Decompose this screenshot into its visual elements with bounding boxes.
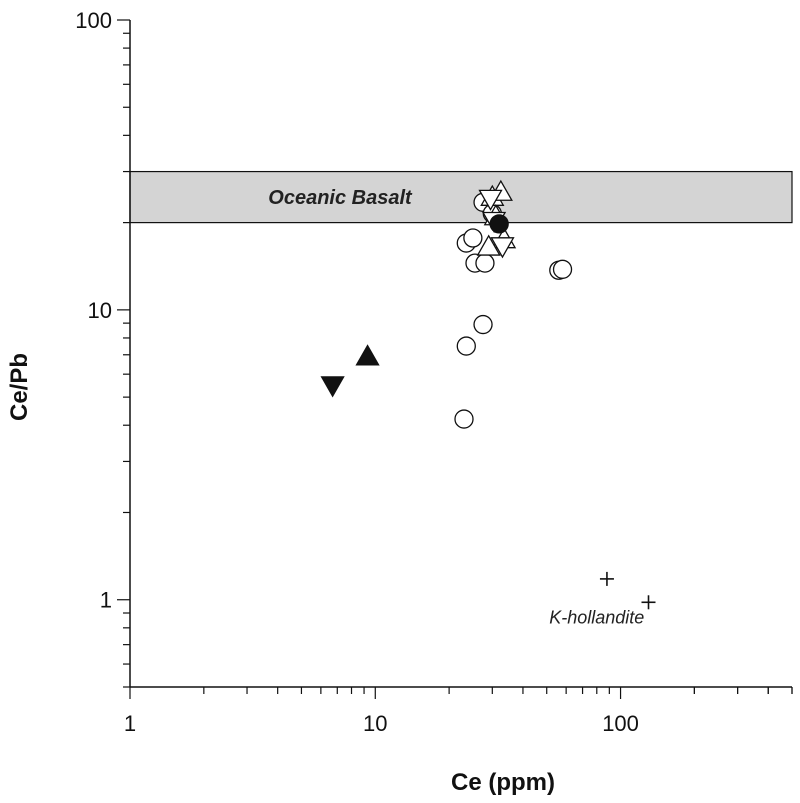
x-tick-label: 1 <box>124 711 136 736</box>
y-axis-title: Ce/Pb <box>6 353 33 421</box>
open-circle-point <box>454 409 474 429</box>
open-triangle-down-point <box>478 189 503 211</box>
tick-label-layer: 1 10 100 1 10 100 <box>75 8 639 736</box>
tick-layer <box>117 19 793 699</box>
open-circle-point <box>463 228 483 248</box>
band-oceanic-basalt <box>129 170 793 224</box>
y-tick-label: 100 <box>75 8 112 33</box>
band-label-layer: Oceanic Basalt <box>268 187 413 209</box>
x-tick-label: 100 <box>602 711 639 736</box>
plus-point <box>641 595 656 610</box>
filled-circle-point <box>489 214 509 234</box>
point-layer <box>320 179 656 610</box>
axes-layer <box>129 20 792 688</box>
y-tick-label: 10 <box>88 298 112 323</box>
y-tick-label: 1 <box>100 588 112 613</box>
open-triangle-up-point <box>476 234 501 256</box>
band-label-oceanic-basalt: Oceanic Basalt <box>268 187 413 209</box>
open-circle-point <box>456 336 476 356</box>
band-layer <box>129 170 793 224</box>
x-axis-title: Ce (ppm) <box>451 769 555 796</box>
filled-triangle-down-point <box>320 376 345 398</box>
open-circle-point <box>552 259 573 279</box>
open-circle-point <box>473 314 493 335</box>
x-tick-label: 10 <box>363 711 387 736</box>
open-triangle-down-point <box>490 237 515 259</box>
annotation-k-hollandite: K-hollandite <box>549 607 644 627</box>
filled-triangle-up-point <box>355 344 380 366</box>
open-circle-point <box>475 253 495 273</box>
plus-point <box>599 571 614 586</box>
annotation-layer: K-hollandite <box>549 607 644 627</box>
